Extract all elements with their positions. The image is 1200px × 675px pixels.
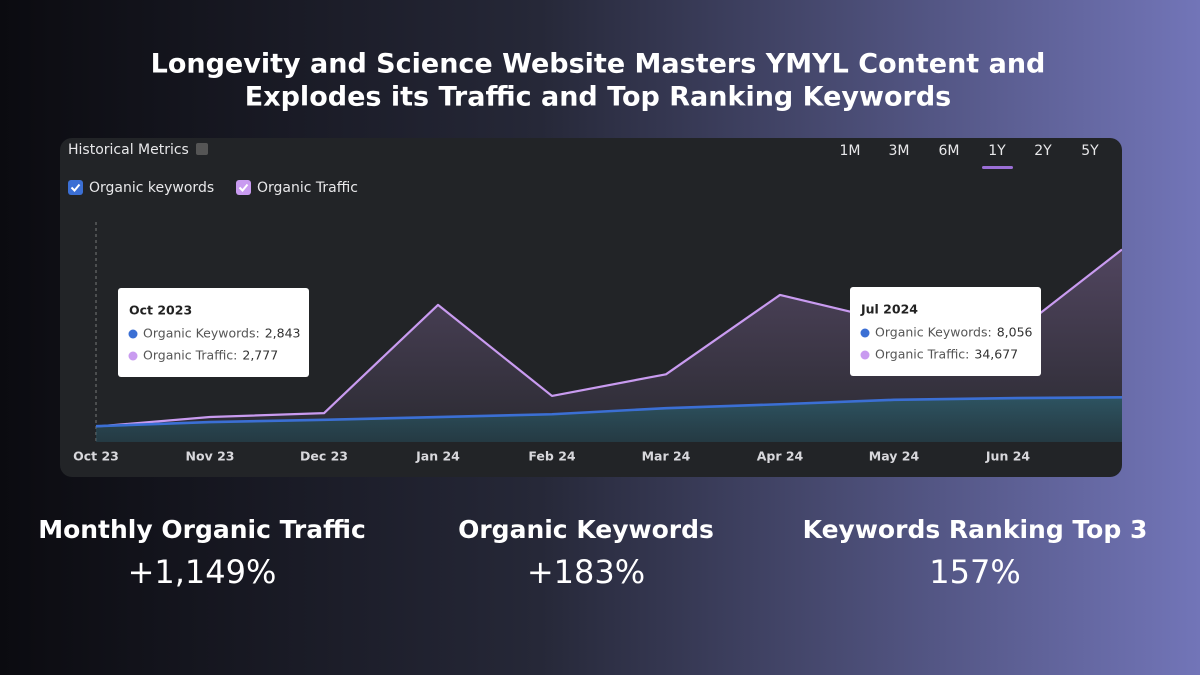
stat-label: Keywords Ranking Top 3 [803,515,1148,544]
legend-checkbox[interactable] [236,180,251,195]
tooltip-value: 2,843 [265,326,301,341]
x-tick-label: Jan 24 [415,449,460,464]
tooltip-label: Organic Traffic: [143,348,237,363]
plot-area [96,248,1122,442]
x-tick-label: Apr 24 [757,449,804,464]
tooltip-dot [128,351,138,361]
stat-value: +1,149% [128,553,277,591]
legend-check [70,183,81,192]
x-tick-label: Dec 23 [300,449,348,464]
x-tick-label: May 24 [869,449,920,464]
tooltip-label: Organic Keywords: [143,326,260,341]
tooltip-value: 8,056 [997,325,1033,340]
stat-value: 157% [929,553,1020,591]
stat-label: Organic Keywords [458,515,714,544]
range-button[interactable]: 6M [939,143,960,159]
range-button[interactable]: 5Y [1081,143,1099,159]
series-line [96,395,1122,428]
tooltip-value: 34,677 [974,347,1018,362]
x-tick-label: Nov 23 [186,449,235,464]
legend-label[interactable]: Organic keywords [89,180,214,196]
x-tick-label: Feb 24 [528,449,576,464]
tooltip-label: Organic Traffic: [875,347,969,362]
tooltip-dot [128,329,138,339]
tooltip-dot [860,350,870,360]
range-button[interactable]: 1Y [988,143,1006,159]
headline: Longevity and Science Website Masters YM… [151,49,1046,80]
legend-label[interactable]: Organic Traffic [257,180,358,196]
panel-title: Historical Metrics [68,142,189,158]
series-area [96,249,1122,442]
x-tick-label: Oct 23 [73,449,119,464]
range-button[interactable]: 1M [840,143,861,159]
tooltip [118,288,309,377]
help-icon[interactable] [196,143,208,155]
x-tick-label: Mar 24 [642,449,691,464]
headline: Explodes its Traffic and Top Ranking Key… [245,82,951,113]
range-selected-underline [982,166,1013,169]
tooltip-value: 2,777 [242,348,278,363]
x-tick-label: Jun 24 [985,449,1030,464]
legend-check [238,183,249,192]
series-area [96,397,1122,442]
tooltip-dot [860,328,870,338]
range-button[interactable]: 3M [889,143,910,159]
legend-checkbox[interactable] [68,180,83,195]
tooltip-label: Organic Keywords: [875,325,992,340]
stat-label: Monthly Organic Traffic [38,515,366,544]
tooltip-title: Oct 2023 [129,303,192,318]
tooltip-title: Jul 2024 [860,302,918,317]
tooltip [850,287,1041,376]
range-button[interactable]: 2Y [1034,143,1052,159]
stat-value: +183% [527,553,645,591]
